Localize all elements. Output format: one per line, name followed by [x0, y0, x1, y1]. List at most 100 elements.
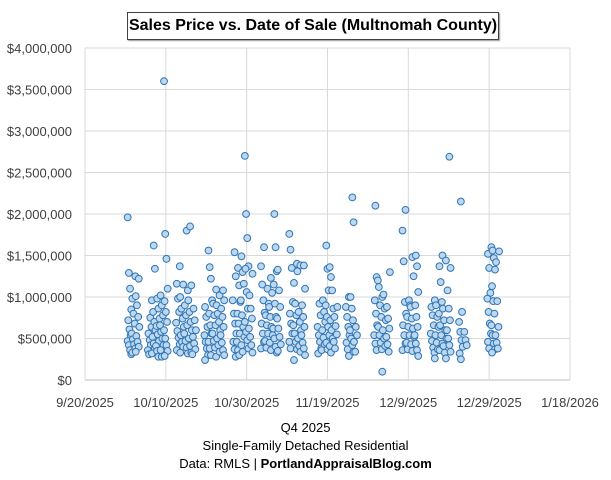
data-point	[187, 281, 196, 290]
data-point	[327, 273, 335, 281]
data-point	[273, 265, 282, 274]
data-point	[437, 298, 446, 306]
data-point	[432, 301, 440, 310]
data-point	[386, 268, 394, 277]
x-tick-label: 12/9/2025	[379, 395, 437, 410]
data-point	[273, 347, 282, 355]
data-point	[493, 344, 502, 353]
data-point	[290, 356, 298, 364]
data-point	[409, 272, 418, 281]
data-point	[373, 276, 382, 285]
data-point	[287, 264, 296, 272]
data-point	[293, 267, 302, 276]
data-point	[491, 331, 500, 340]
data-point	[160, 352, 169, 360]
data-point	[298, 301, 306, 310]
data-point	[371, 201, 380, 210]
data-point	[189, 304, 198, 313]
y-tick-label: $500,000	[18, 332, 72, 347]
data-point	[163, 318, 171, 326]
data-point	[200, 331, 209, 340]
data-point	[322, 241, 331, 250]
data-point	[161, 230, 170, 238]
data-point	[228, 296, 237, 305]
data-point	[172, 279, 181, 288]
data-point	[443, 286, 452, 295]
data-point	[412, 313, 421, 321]
data-point	[201, 356, 209, 364]
data-point	[346, 293, 355, 301]
data-point	[176, 348, 185, 357]
data-point	[190, 316, 199, 325]
data-point	[300, 322, 309, 331]
x-tick-label: 1/18/2026	[541, 395, 599, 410]
data-point	[245, 291, 254, 300]
data-point	[180, 329, 189, 338]
data-point	[240, 152, 249, 160]
data-point	[455, 318, 463, 326]
data-point	[494, 322, 503, 331]
data-point	[444, 334, 453, 343]
data-point	[398, 226, 407, 235]
data-point	[131, 347, 140, 356]
data-point	[160, 297, 169, 306]
data-point	[442, 256, 450, 265]
data-point	[351, 347, 360, 356]
data-point	[444, 304, 453, 313]
footer-property-type: Single-Family Detached Residential	[202, 438, 409, 453]
data-point	[291, 299, 300, 308]
data-point	[294, 308, 303, 316]
data-point	[248, 314, 256, 323]
x-tick-label: 12/29/2025	[457, 395, 522, 410]
data-point	[299, 261, 308, 270]
data-point	[134, 313, 143, 321]
data-point	[273, 314, 282, 323]
data-point	[349, 316, 357, 325]
data-point	[456, 197, 465, 206]
data-point	[216, 331, 225, 340]
data-point	[378, 326, 387, 335]
data-point	[124, 316, 133, 325]
data-point	[297, 331, 306, 340]
footer-period: Q4 2025	[280, 420, 331, 435]
data-point	[442, 354, 450, 363]
data-point	[446, 264, 455, 272]
data-point	[162, 254, 171, 263]
data-point	[267, 274, 275, 282]
data-point	[370, 296, 379, 305]
data-point	[493, 297, 502, 306]
data-point	[188, 350, 197, 359]
y-tick-label: $2,500,000	[7, 166, 72, 181]
data-point	[436, 321, 444, 330]
data-point	[201, 303, 209, 311]
data-point	[290, 278, 298, 287]
data-point	[274, 324, 283, 333]
data-point	[184, 296, 193, 305]
data-point	[239, 279, 248, 288]
data-point	[445, 341, 454, 350]
y-tick-label: $1,500,000	[7, 249, 72, 264]
y-tick-label: $3,000,000	[7, 124, 72, 139]
data-point	[275, 286, 283, 295]
data-point	[218, 313, 227, 321]
data-point	[351, 322, 360, 331]
data-point	[434, 309, 443, 318]
data-point	[265, 303, 274, 311]
data-point	[374, 283, 383, 291]
data-point	[328, 286, 337, 295]
data-point	[491, 265, 499, 274]
data-point	[347, 304, 356, 313]
data-point	[149, 241, 158, 250]
y-tick-label: $0	[58, 373, 72, 388]
data-point	[238, 311, 246, 320]
data-point	[299, 344, 308, 353]
data-point	[186, 222, 194, 231]
data-point	[206, 274, 215, 283]
data-point	[205, 263, 214, 272]
data-point	[332, 330, 341, 339]
data-point	[488, 348, 496, 357]
data-point	[321, 301, 330, 310]
data-point	[270, 210, 279, 218]
data-point	[231, 272, 240, 281]
y-tick-label: $3,500,000	[7, 83, 72, 98]
